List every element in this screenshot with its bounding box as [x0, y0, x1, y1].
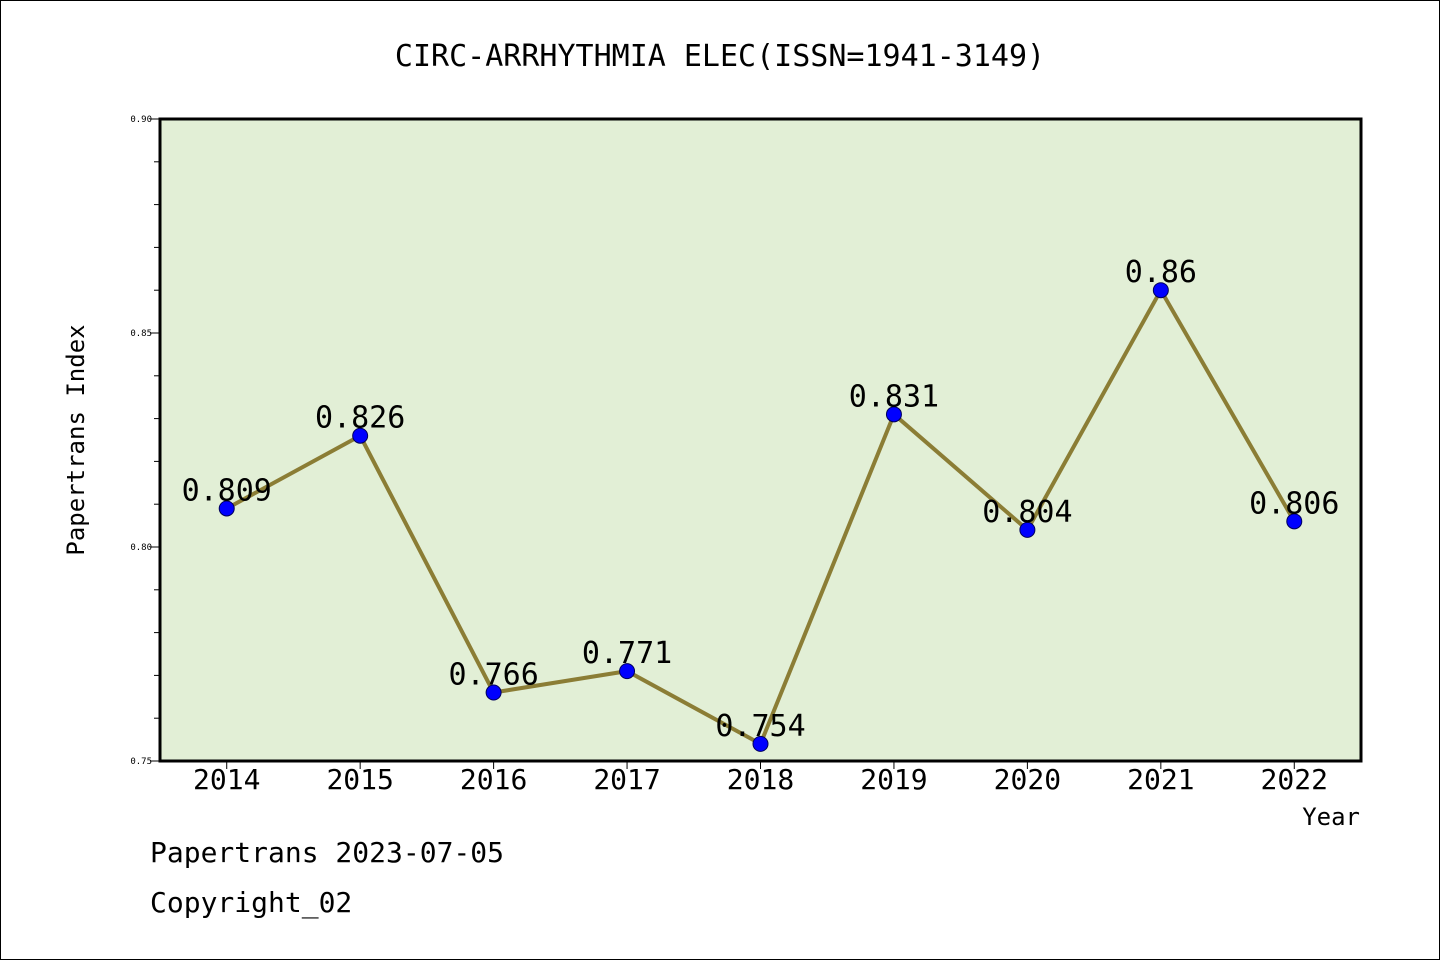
data-label: 0.86	[1125, 255, 1197, 290]
data-point	[352, 427, 369, 444]
x-axis-ticks: 2014 2015 2016 2017 2018 2019 2020 2021 2022	[193, 761, 1328, 796]
data-point	[752, 735, 769, 752]
data-label: 0.754	[715, 709, 805, 744]
x-tick-label: 2020	[994, 763, 1061, 796]
plot-area	[158, 117, 1363, 763]
data-label: 0.831	[849, 379, 939, 414]
data-point	[1152, 282, 1169, 299]
data-label: 0.766	[448, 658, 538, 693]
footer-date: Papertrans 2023-07-05	[150, 836, 505, 869]
x-tick-label: 2017	[593, 763, 660, 796]
y-tick-label: 0.75	[130, 757, 152, 767]
data-point	[885, 406, 902, 423]
x-tick-label: 2018	[727, 763, 794, 796]
x-tick-label: 2015	[326, 763, 393, 796]
x-tick-label: 2016	[460, 763, 527, 796]
y-tick-label: 0.80	[130, 543, 152, 553]
data-point	[218, 500, 235, 517]
data-label: 0.804	[982, 495, 1072, 530]
y-axis-ticks: 0.75 0.80 0.85 0.90	[130, 115, 160, 767]
data-point	[1019, 521, 1036, 538]
data-label: 0.826	[315, 401, 405, 436]
y-tick-label: 0.90	[130, 115, 152, 125]
x-tick-label: 2021	[1127, 763, 1194, 796]
x-tick-label: 2019	[860, 763, 927, 796]
x-tick-label: 2014	[193, 763, 260, 796]
data-point	[619, 663, 636, 680]
data-point	[485, 684, 502, 701]
chart-title: CIRC-ARRHYTHMIA ELEC(ISSN=1941-3149)	[395, 39, 1045, 74]
footer-copyright: Copyright_02	[150, 886, 353, 919]
x-tick-label: 2022	[1261, 763, 1328, 796]
data-label: 0.809	[182, 473, 272, 508]
data-point	[1286, 513, 1303, 530]
series-group: 0.809 0.826 0.766 0.771 0.754 0.831 0.804 0.86 0…	[182, 255, 1339, 752]
y-tick-label: 0.85	[130, 329, 152, 339]
data-label: 0.771	[582, 636, 672, 671]
y-axis-label: Papertrans Index	[62, 324, 90, 555]
data-label: 0.806	[1249, 486, 1339, 521]
x-axis-label: Year	[1302, 803, 1360, 831]
